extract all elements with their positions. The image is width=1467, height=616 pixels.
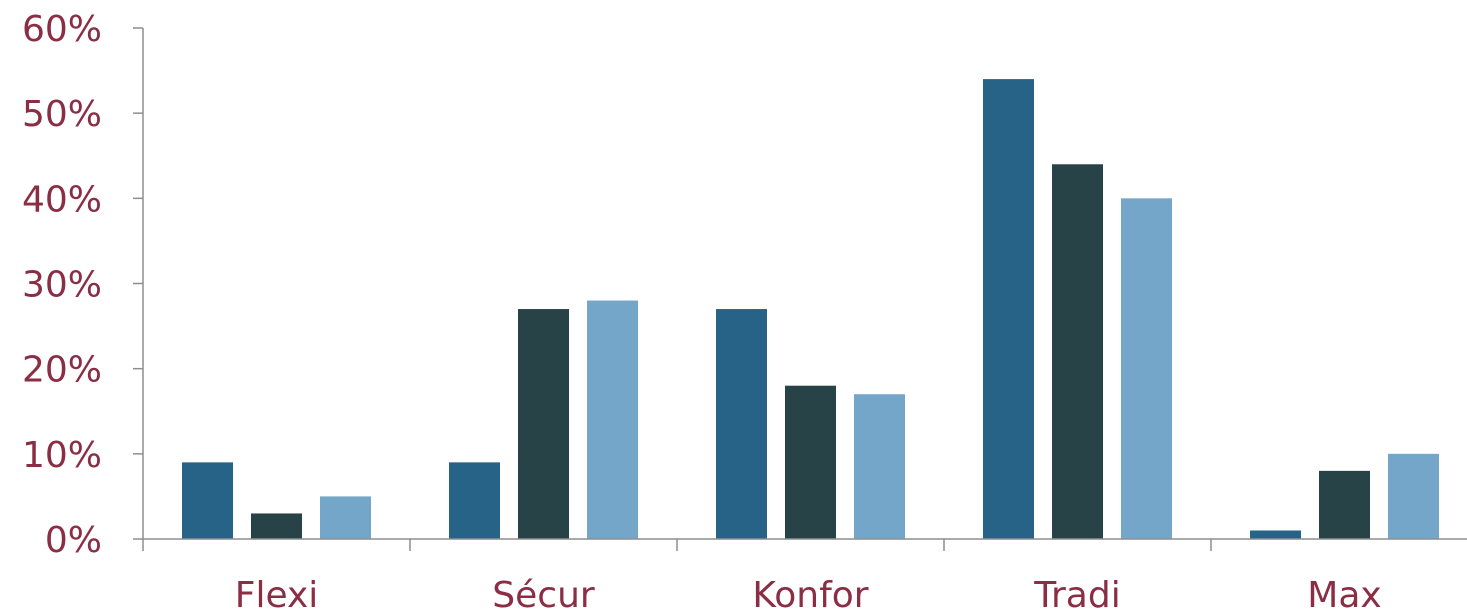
bar-series-2-sécur bbox=[518, 309, 569, 539]
y-axis-ticks: 0% 10% 20% 30% 40% 50% 60% bbox=[22, 9, 143, 561]
bar-series-3-max bbox=[1388, 453, 1439, 539]
x-axis-labels: Flexi Sécur Konfor Tradi Max bbox=[235, 575, 1382, 616]
axes bbox=[142, 28, 1467, 551]
bar-series-1-max bbox=[1250, 530, 1301, 539]
y-tick-label: 0% bbox=[45, 520, 102, 561]
x-category-label: Max bbox=[1307, 575, 1381, 616]
x-category-label: Flexi bbox=[235, 575, 319, 616]
bar-series-3-konfor bbox=[854, 394, 905, 539]
y-tick-label: 40% bbox=[22, 179, 102, 220]
bars bbox=[182, 79, 1439, 540]
bar-series-2-konfor bbox=[785, 385, 836, 539]
bar-series-3-tradi bbox=[1121, 198, 1172, 540]
bar-series-3-sécur bbox=[587, 300, 638, 539]
bar-series-1-konfor bbox=[716, 309, 767, 539]
bar-series-1-sécur bbox=[449, 462, 500, 539]
bar-series-2-max bbox=[1319, 470, 1370, 539]
y-tick-label: 30% bbox=[22, 265, 102, 306]
y-tick-label: 20% bbox=[22, 350, 102, 391]
bar-series-2-tradi bbox=[1052, 164, 1103, 539]
y-tick-label: 50% bbox=[22, 94, 102, 135]
bar-series-2-flexi bbox=[251, 513, 302, 539]
x-category-label: Sécur bbox=[492, 575, 595, 616]
y-tick-label: 60% bbox=[22, 9, 102, 50]
y-tick-label: 10% bbox=[22, 435, 102, 476]
x-category-label: Konfor bbox=[752, 575, 868, 616]
bar-series-1-flexi bbox=[182, 462, 233, 539]
x-category-label: Tradi bbox=[1033, 575, 1120, 616]
bar-series-1-tradi bbox=[983, 79, 1034, 539]
bar-series-3-flexi bbox=[320, 496, 371, 539]
